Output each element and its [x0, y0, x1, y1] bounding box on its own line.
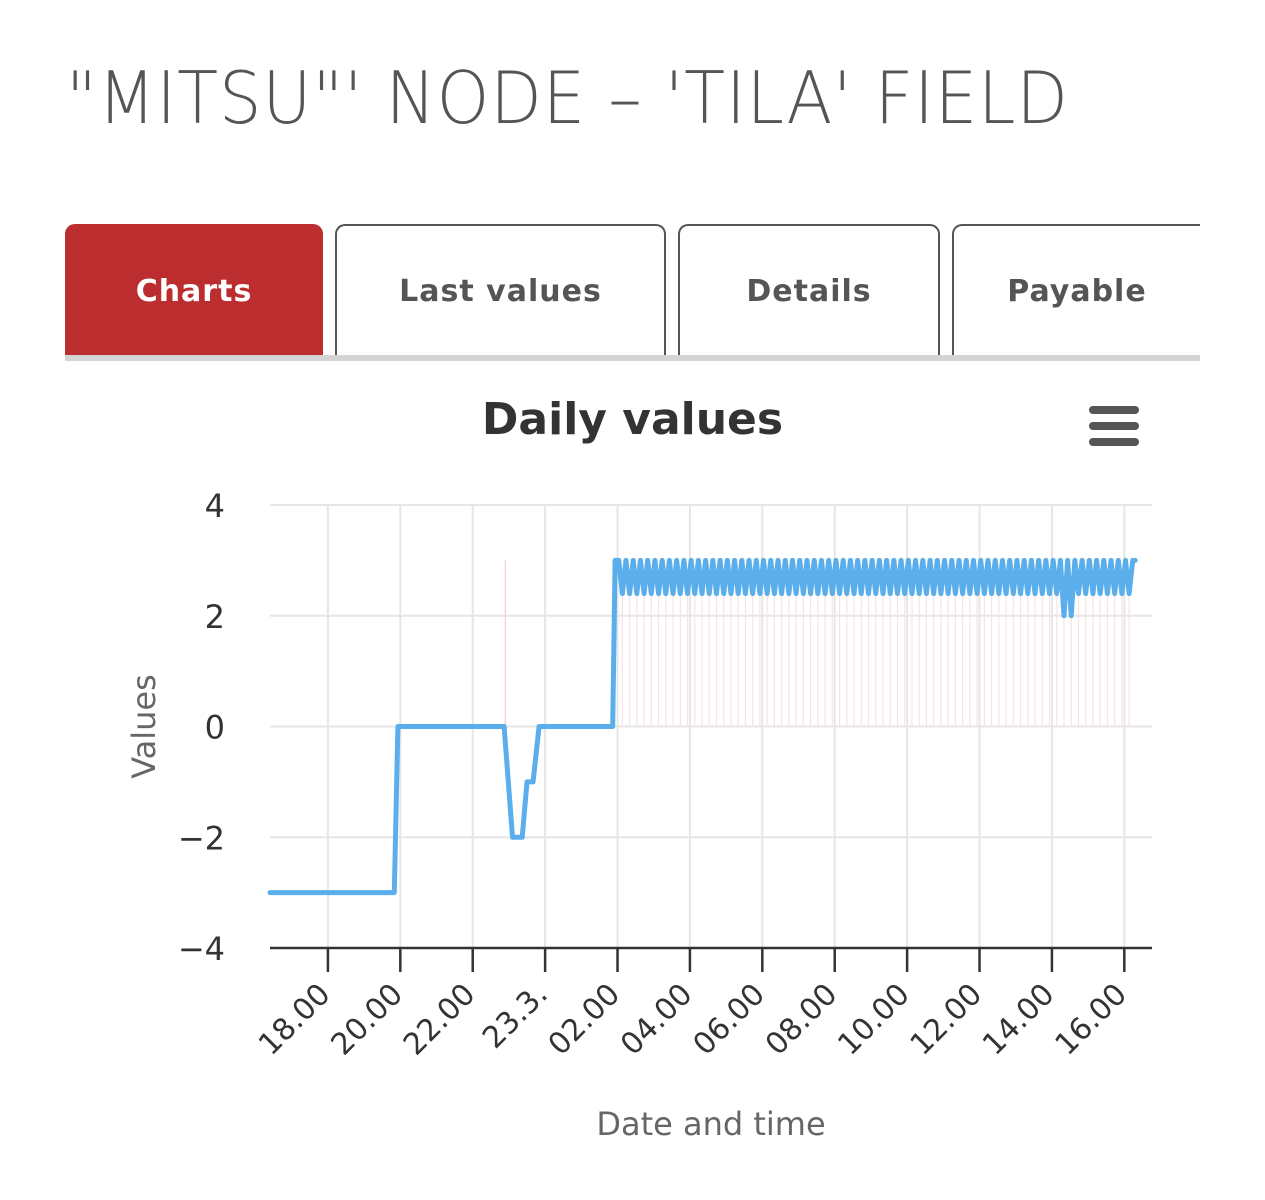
y-axis-title: Values	[125, 674, 163, 779]
y-tick-label: −4	[178, 930, 225, 968]
x-tick-label: 22.00	[397, 977, 482, 1062]
x-tick-label: 08.00	[759, 977, 844, 1062]
y-tick-label: 0	[205, 709, 225, 747]
tab-charts[interactable]: Charts	[65, 224, 323, 356]
x-tick-label: 10.00	[831, 977, 916, 1062]
x-tick-label: 18.00	[252, 977, 337, 1062]
tab-details[interactable]: Details	[678, 224, 940, 356]
y-tick-label: 4	[205, 487, 225, 525]
x-tick-label: 16.00	[1048, 977, 1133, 1062]
series-line	[267, 557, 1138, 896]
x-tick-label: 02.00	[542, 977, 627, 1062]
tab-last-values[interactable]: Last values	[335, 224, 666, 356]
page-title: "MITSU"' NODE – 'TILA' FIELD	[66, 56, 1069, 140]
y-tick-label: 2	[205, 598, 225, 636]
y-tick-label: −2	[178, 819, 225, 857]
x-tick-label: 20.00	[324, 977, 409, 1062]
hamburger-menu-icon[interactable]	[1085, 402, 1143, 450]
x-axis-title: Date and time	[596, 1105, 825, 1143]
x-tick-label: 12.00	[904, 977, 989, 1062]
daily-values-chart: −4 −2 0 2 4 18.0020.0022.0023.3.02.0004.0006.…	[125, 487, 1152, 1143]
tab-payable[interactable]: Payable	[952, 224, 1200, 356]
tab-bar: Charts Last values Details Payable	[65, 224, 1200, 356]
x-tick-label: 06.00	[686, 977, 771, 1062]
x-tick-label: 04.00	[614, 977, 699, 1062]
x-tick-label: 23.3.	[476, 977, 555, 1056]
tabs-underline	[65, 355, 1200, 361]
x-tick-label: 14.00	[976, 977, 1061, 1062]
chart-container: −4 −2 0 2 4 18.00 20.00 22.00 23.3. 02.00 04.00 06.…	[0, 370, 1265, 1170]
chart-title: Daily values	[481, 394, 784, 445]
